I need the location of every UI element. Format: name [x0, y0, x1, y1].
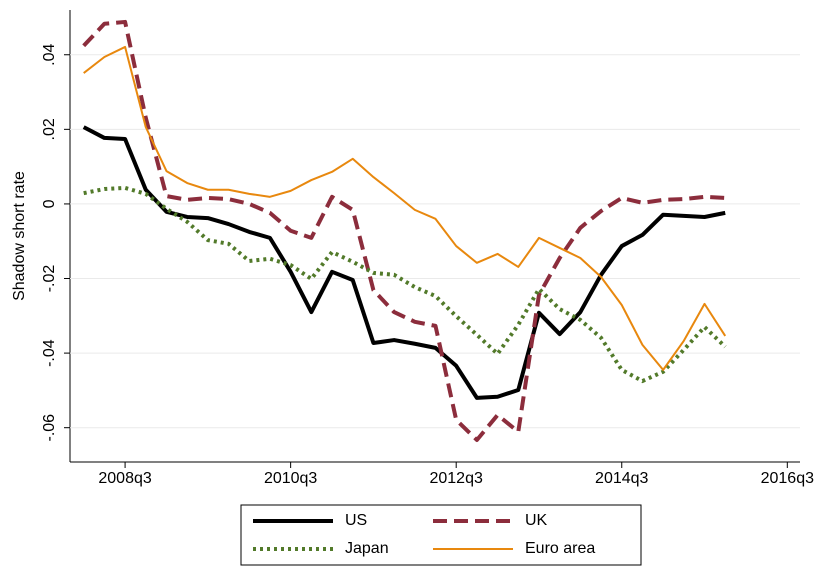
x-tick-label: 2016q3: [761, 470, 814, 487]
y-tick-label: .04: [41, 44, 58, 66]
legend-label: US: [345, 512, 367, 529]
legend-label: Japan: [345, 540, 389, 557]
y-tick-label: -.02: [41, 265, 58, 293]
series-line: [83, 45, 727, 371]
x-tick-label: 2014q3: [595, 470, 648, 487]
series-line: [82, 19, 726, 442]
x-tick-label: 2010q3: [264, 470, 317, 487]
legend-label: UK: [525, 512, 548, 529]
y-axis-title: Shadow short rate: [11, 171, 28, 301]
legend-label: Euro area: [525, 540, 595, 557]
series-line: [82, 125, 726, 400]
y-tick-label: 0: [41, 199, 58, 208]
y-tick-label: .02: [41, 118, 58, 140]
y-tick-label: -.04: [41, 339, 58, 367]
x-tick-label: 2008q3: [98, 470, 151, 487]
legend-box: [240, 504, 642, 566]
y-tick-label: -.06: [41, 414, 58, 442]
x-tick-label: 2012q3: [429, 470, 482, 487]
